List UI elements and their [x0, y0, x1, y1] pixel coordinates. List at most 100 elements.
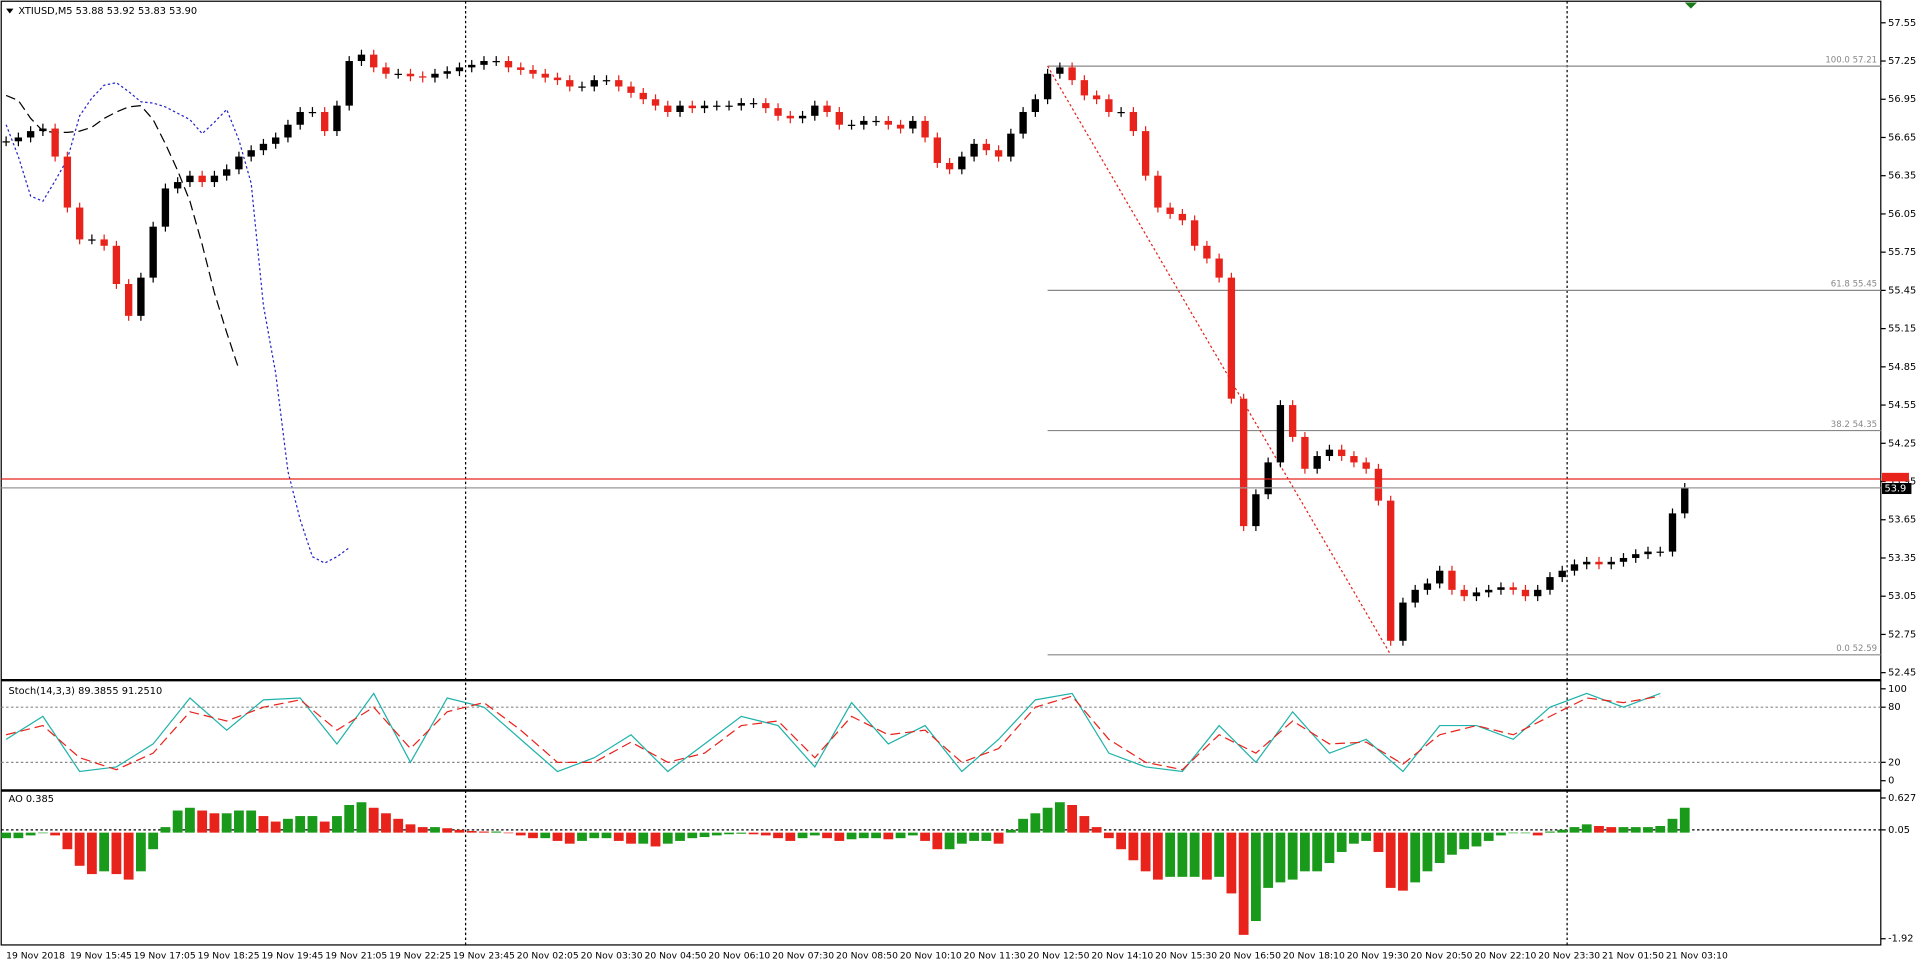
ao-bar [773, 832, 783, 839]
ao-bar [1042, 807, 1053, 833]
indicator-line [5, 94, 240, 370]
candle-body [1362, 462, 1370, 469]
ao-bar [270, 821, 281, 833]
ao-bar [1459, 832, 1470, 850]
ao-bar [503, 832, 514, 834]
ao-bar [1152, 832, 1163, 880]
ao-bar [699, 832, 710, 838]
fib-label: 38.2 54.35 [1831, 420, 1877, 430]
ao-bar [1532, 832, 1543, 836]
y-tick-label: 56.65 [1888, 132, 1916, 143]
ao-bar [626, 832, 636, 844]
candle-body [1117, 111, 1125, 114]
ao-bar [1385, 832, 1396, 888]
candle-body [284, 124, 292, 138]
candle-body [994, 150, 1003, 157]
ao-title: AO 0.385 [9, 794, 54, 805]
ao-bar [920, 832, 930, 841]
candle-body [235, 156, 243, 170]
candle-body [1668, 513, 1677, 552]
fib-label: 0.0 52.59 [1836, 644, 1877, 654]
candle-body [1252, 494, 1260, 527]
candle-body [455, 67, 464, 72]
ao-bar [1606, 827, 1617, 833]
candle-body [1350, 456, 1358, 463]
candle-body [921, 120, 929, 138]
ask-marker [1882, 472, 1909, 482]
ao-bar [858, 832, 869, 839]
candle-body [884, 120, 892, 125]
ao-bar [136, 832, 146, 872]
ao-bar [711, 832, 722, 836]
ao-bar [871, 832, 881, 839]
candle-body [1595, 561, 1603, 565]
candle-body [541, 73, 549, 78]
candle-body [1509, 587, 1517, 590]
ao-bar [1545, 831, 1555, 833]
candle-body [933, 137, 942, 163]
x-tick-label: 20 Nov 23:30 [1538, 950, 1600, 961]
ao-bar [50, 832, 61, 836]
candle-body [1546, 577, 1554, 590]
x-tick-label: 20 Nov 10:10 [900, 950, 962, 961]
candle-body [492, 61, 500, 63]
ao-bar [160, 827, 171, 833]
ao-bar [356, 802, 367, 833]
ao-bar [1667, 818, 1678, 833]
candle-body [627, 86, 635, 93]
y-tick-label: 52.75 [1888, 629, 1916, 640]
ao-bar [25, 832, 36, 836]
candle-body [259, 143, 268, 151]
candle-body [382, 67, 390, 74]
ao-bar [675, 832, 685, 841]
candle-body [1080, 80, 1089, 96]
ao-bar [1483, 832, 1494, 841]
candle-body [786, 115, 794, 119]
candle-body [321, 111, 329, 132]
menu-triangle [6, 8, 14, 14]
candle-body [1387, 500, 1395, 641]
candle-body [664, 105, 672, 112]
x-tick-label: 19 Nov 21:05 [325, 950, 387, 961]
ao-bar [785, 832, 796, 841]
candle-body [713, 105, 721, 107]
x-tick-label: 20 Nov 11:30 [964, 950, 1026, 961]
candle-body [1203, 245, 1211, 259]
x-tick-label: 20 Nov 15:30 [1155, 950, 1217, 961]
candle-body [419, 76, 427, 78]
ao-bar [662, 832, 673, 844]
candle-body [1092, 95, 1101, 100]
candle-body [394, 73, 402, 75]
x-tick-label: 20 Nov 22:10 [1474, 950, 1536, 961]
candle-body [700, 105, 709, 109]
ao-bar [1128, 832, 1139, 861]
ao-bar [687, 832, 698, 839]
fib-trend [1047, 65, 1392, 656]
x-tick-label: 20 Nov 19:30 [1347, 950, 1409, 961]
candle-body [272, 137, 280, 144]
ao-bar [307, 816, 318, 833]
candle-body [296, 111, 304, 125]
ao-bar [822, 832, 832, 839]
candle-body [1215, 258, 1223, 278]
ao-bar [123, 832, 134, 880]
ao-bar [638, 832, 649, 844]
ao-bar [1643, 827, 1653, 833]
ao-bar [99, 832, 110, 872]
candle-body [1534, 589, 1542, 597]
candle-body [1460, 589, 1468, 597]
candle-body [1141, 131, 1150, 176]
candle-body [370, 54, 378, 68]
ao-bar [1140, 832, 1151, 872]
ao-bar [1655, 826, 1666, 833]
candle-body [798, 115, 807, 119]
ao-bar [1018, 818, 1029, 833]
ao-bar [1618, 827, 1629, 833]
x-tick-label: 19 Nov 18:25 [198, 950, 260, 961]
ao-bar [944, 832, 955, 850]
ao-bar [1594, 826, 1604, 833]
ao-bar [332, 816, 342, 833]
ao-bar [895, 832, 906, 839]
ao-bar [1165, 832, 1176, 877]
